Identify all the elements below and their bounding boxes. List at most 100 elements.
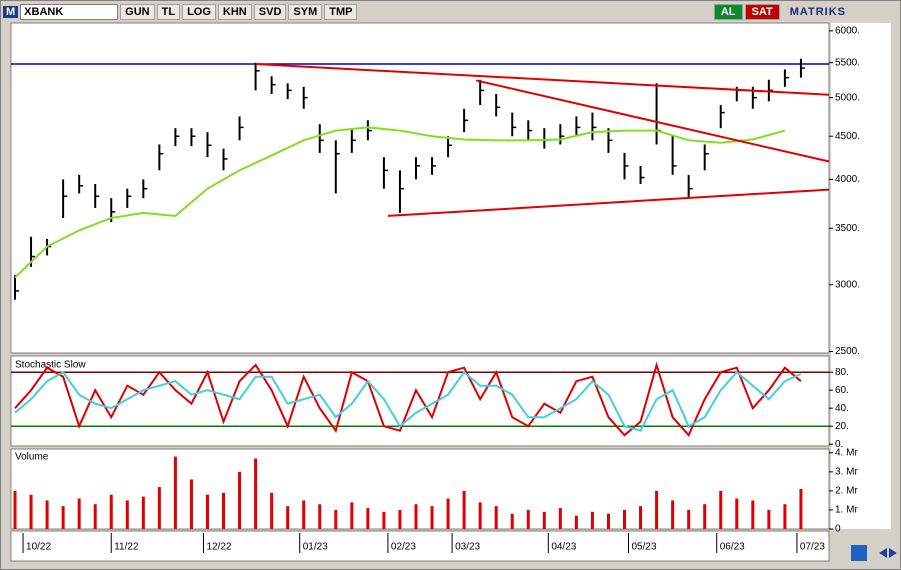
- y-tick-label: 80.: [835, 367, 849, 378]
- volume-bar: [735, 498, 739, 529]
- moving-average: [14, 126, 786, 279]
- y-tick-label: 4. Mr: [835, 447, 858, 458]
- volume-bar: [61, 506, 65, 529]
- volume-bar: [478, 502, 482, 529]
- brand: MATRIKS: [789, 6, 846, 18]
- volume-bar: [574, 515, 578, 529]
- toolbar-button[interactable]: SYM: [288, 4, 323, 20]
- volume-bar: [526, 509, 530, 529]
- volume-bar: [173, 456, 177, 529]
- x-tick-label: 01/23: [303, 542, 328, 553]
- volume-bar: [334, 509, 338, 529]
- series-line: [14, 370, 802, 432]
- x-tick-label: 06/23: [720, 542, 745, 553]
- volume-bar: [558, 508, 562, 529]
- y-tick-label: 5500.: [835, 57, 860, 68]
- sync-button[interactable]: [851, 545, 867, 561]
- volume-bar: [446, 498, 450, 529]
- y-tick-label: 1. Mr: [835, 505, 858, 516]
- volume-bar: [254, 458, 258, 529]
- toolbar-button[interactable]: KHN: [217, 4, 252, 20]
- volume-bar: [13, 490, 17, 529]
- volume-bar: [350, 502, 354, 529]
- volume-bar: [270, 492, 274, 529]
- volume-bar: [783, 504, 787, 529]
- volume-bar: [93, 504, 97, 529]
- y-tick-label: 0.: [835, 439, 843, 450]
- panel-title: Stochastic Slow: [15, 360, 86, 371]
- volume-bar: [606, 513, 610, 529]
- date-axis: [10, 530, 830, 562]
- volume-bar: [751, 500, 755, 529]
- toolbar-button[interactable]: TMP: [324, 4, 358, 20]
- sell-button[interactable]: SAT: [744, 4, 780, 20]
- trend-line: [387, 188, 830, 217]
- volume-bar: [45, 500, 49, 529]
- volume-bar: [189, 479, 193, 529]
- volume-bar: [398, 509, 402, 529]
- symbol-field[interactable]: XBANK: [20, 4, 119, 20]
- toolbar-button[interactable]: LOG: [182, 4, 216, 20]
- toolbar: M XBANK GUN TL LOG KHN SVD SYM TMP AL SAT MATR…: [3, 3, 898, 21]
- x-tick-label: 03/23: [455, 542, 480, 553]
- volume-bar: [302, 500, 306, 529]
- toolbar-button[interactable]: GUN: [120, 4, 155, 20]
- volume-bar: [671, 500, 675, 529]
- volume-bar: [703, 504, 707, 529]
- logo: M: [3, 6, 19, 18]
- volume-bar: [767, 509, 771, 529]
- volume-bar: [639, 506, 643, 529]
- volume-bar: [462, 490, 466, 529]
- volume-bar: [414, 504, 418, 529]
- volume-bar: [430, 506, 434, 529]
- x-tick-label: 02/23: [391, 542, 416, 553]
- volume-bar: [687, 509, 691, 529]
- x-tick-label: 10/22: [26, 542, 51, 553]
- volume-bar: [590, 511, 594, 529]
- button-group: GUN TL LOG KHN SVD SYM TMP: [120, 4, 358, 20]
- volume-bar: [109, 494, 113, 529]
- volume-bar: [799, 489, 803, 529]
- y-tick-label: 4000.: [835, 174, 860, 185]
- volume-bar: [655, 490, 659, 529]
- y-tick-label: 3000.: [835, 279, 860, 290]
- y-tick-label: 6000.: [835, 25, 860, 36]
- volume-bar: [318, 504, 322, 529]
- volume-bar: [719, 490, 723, 529]
- panel-title: Volume: [15, 452, 49, 463]
- y-tick-label: 0: [835, 524, 841, 535]
- x-tick-label: 11/22: [114, 542, 139, 553]
- volume-bar: [510, 513, 514, 529]
- y-tick-label: 2500.: [835, 346, 860, 357]
- volume-bar: [494, 506, 498, 529]
- volume-bar: [29, 494, 33, 529]
- y-tick-label: 3500.: [835, 223, 860, 234]
- volume-bar: [157, 487, 161, 529]
- volume-bar: [77, 498, 81, 529]
- y-tick-label: 3. Mr: [835, 466, 858, 477]
- price-panel: [10, 22, 830, 354]
- y-tick-label: 4500.: [835, 131, 860, 142]
- scroll-right[interactable]: [889, 548, 897, 558]
- volume-bar: [125, 500, 129, 529]
- volume-bar: [222, 492, 226, 529]
- y-tick-label: 60.: [835, 385, 849, 396]
- volume-bar: [542, 511, 546, 529]
- volume-bar: [382, 511, 386, 529]
- buy-button[interactable]: AL: [713, 4, 743, 20]
- toolbar-button[interactable]: SVD: [253, 4, 287, 20]
- y-tick-label: 20.: [835, 421, 849, 432]
- series-line: [14, 361, 802, 438]
- volume-bar: [286, 506, 290, 529]
- volume-bar: [366, 508, 370, 529]
- scroll-left[interactable]: [879, 548, 887, 558]
- volume-bar: [205, 494, 209, 529]
- y-tick-label: 5000.: [835, 92, 860, 103]
- toolbar-button[interactable]: TL: [156, 4, 181, 20]
- volume-panel: [10, 448, 830, 530]
- value-axis: [831, 23, 891, 529]
- volume-bar: [238, 471, 242, 529]
- volume-bar: [623, 509, 626, 529]
